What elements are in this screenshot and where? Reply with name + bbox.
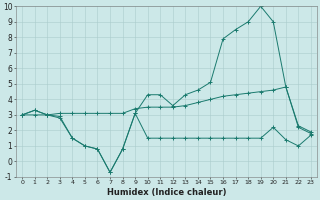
X-axis label: Humidex (Indice chaleur): Humidex (Indice chaleur) <box>107 188 226 197</box>
